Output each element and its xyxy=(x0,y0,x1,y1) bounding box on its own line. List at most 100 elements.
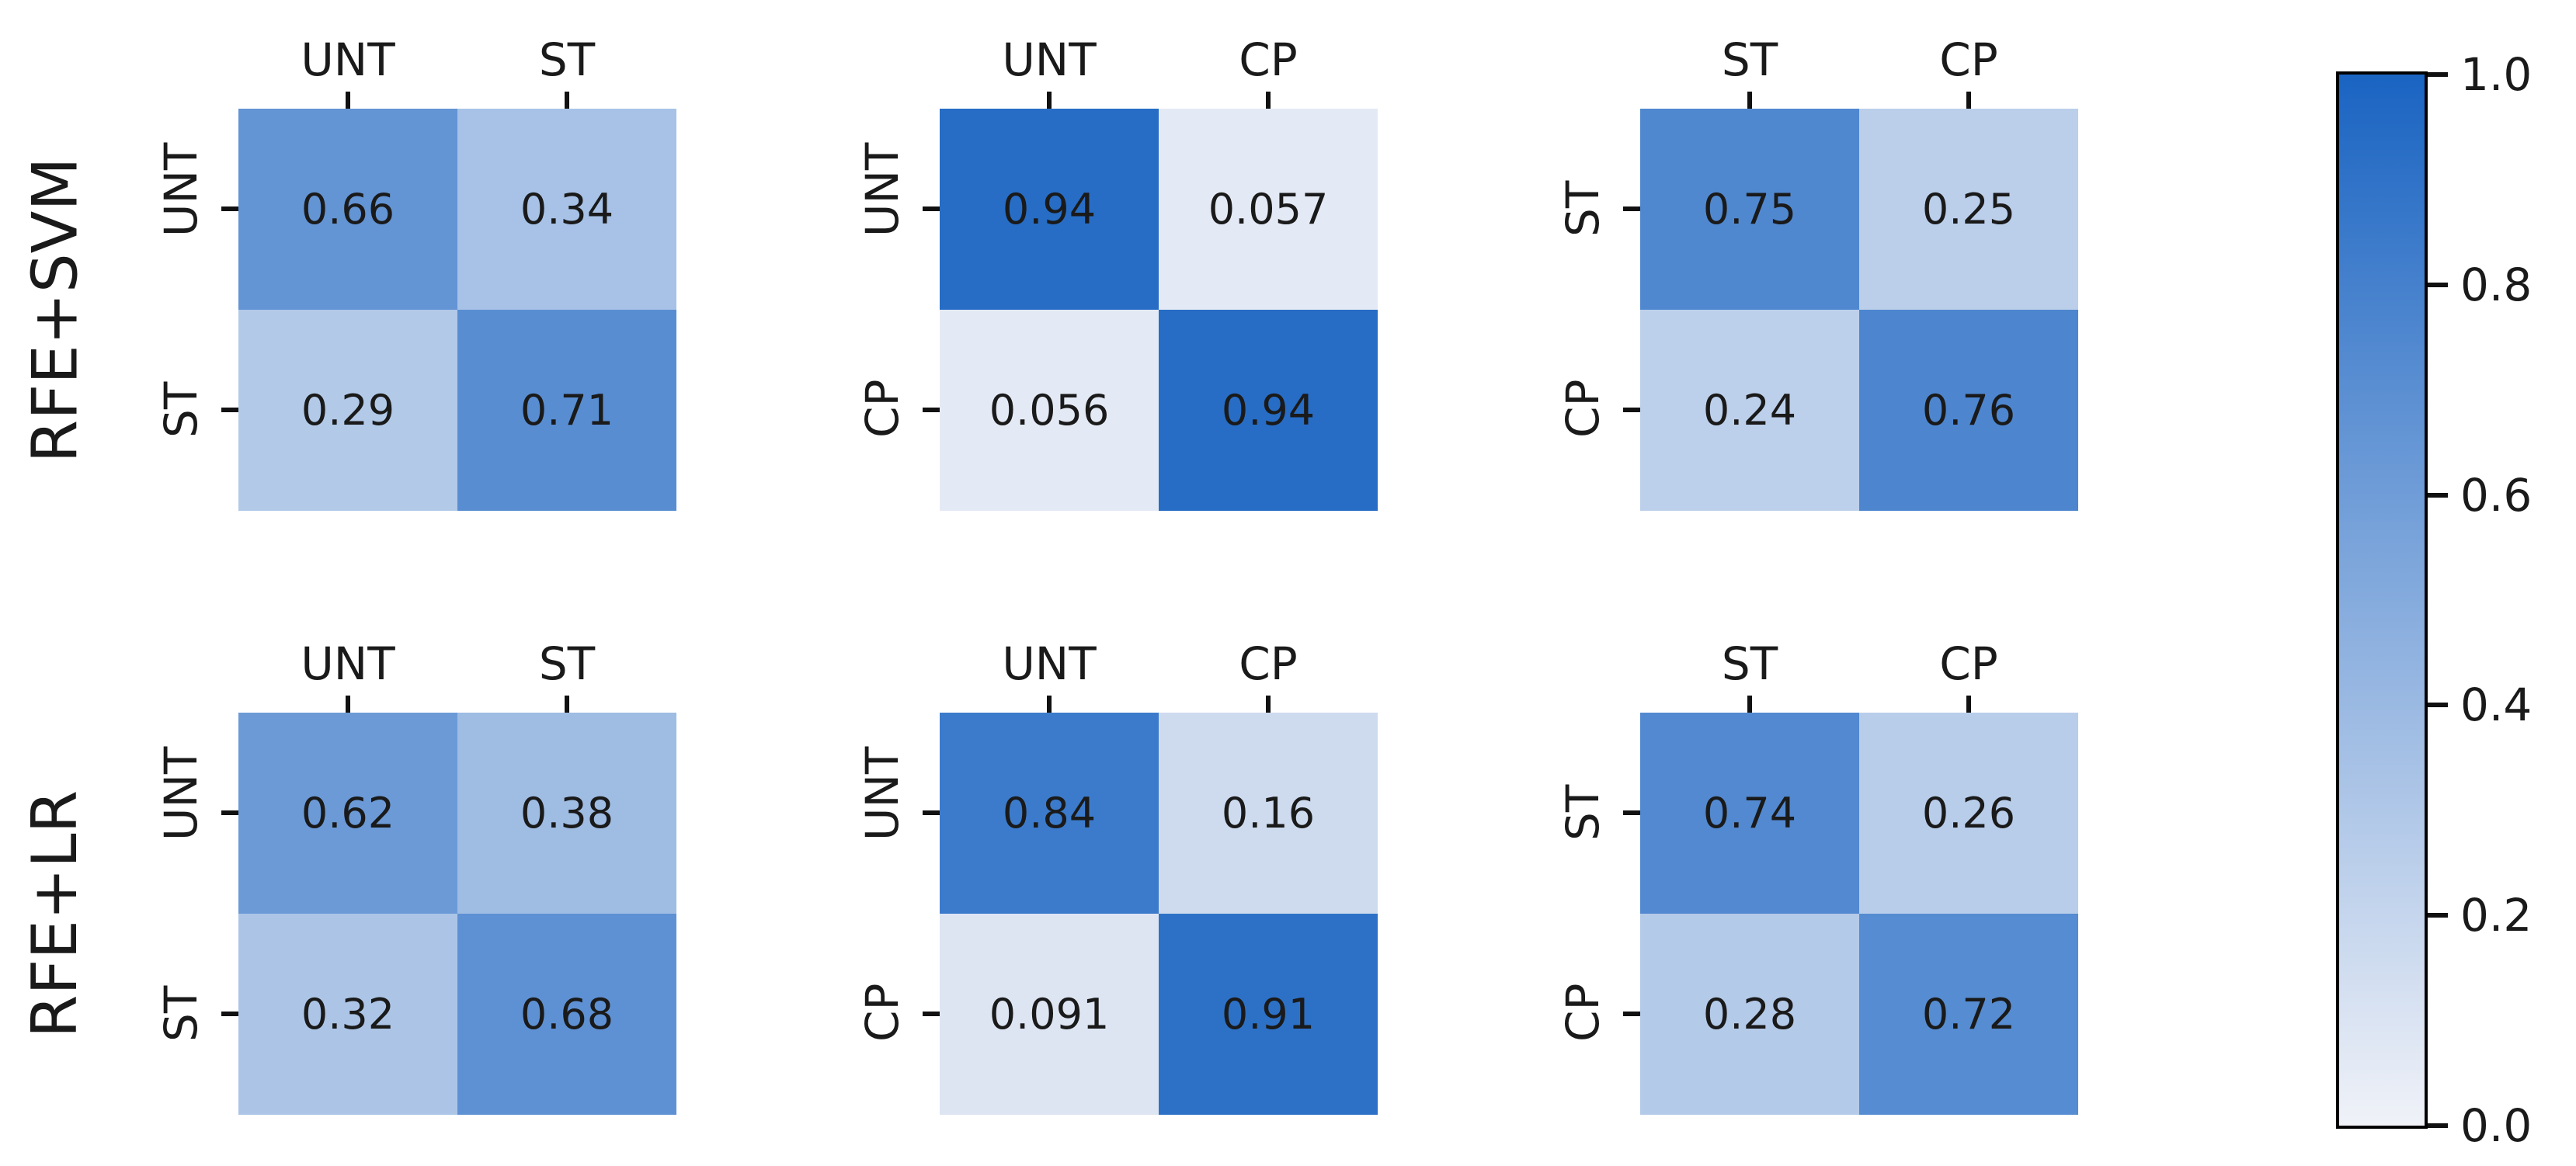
x-tick-label: UNT xyxy=(1002,637,1097,690)
x-tick-mark xyxy=(565,696,569,713)
y-tick-mark xyxy=(923,408,940,412)
heatmap-cell: 0.16 xyxy=(1159,713,1378,914)
x-tick-label: UNT xyxy=(301,637,395,690)
colorbar-tick-mark xyxy=(2428,72,2448,77)
cell-value: 0.71 xyxy=(520,386,614,435)
x-tick-mark xyxy=(346,92,350,109)
y-tick-label: UNT xyxy=(856,746,909,841)
cell-value: 0.84 xyxy=(1002,789,1097,838)
x-tick-label: CP xyxy=(1239,637,1298,690)
y-tick-label: CP xyxy=(1556,379,1609,438)
y-tick-mark xyxy=(1623,206,1640,211)
x-tick-mark xyxy=(1266,92,1271,109)
colorbar-tick-label: 0.0 xyxy=(2460,1099,2533,1152)
row-group-label-text: RFE+LR xyxy=(19,789,92,1038)
y-tick-label: UNT xyxy=(155,746,207,841)
cell-value: 0.75 xyxy=(1702,185,1797,234)
y-tick-label: CP xyxy=(856,379,909,438)
x-tick-label: CP xyxy=(1939,637,1998,690)
heatmap-cell: 0.25 xyxy=(1859,109,2078,310)
heatmap-rfesvm-unt-st: UNT ST UNT ST 0.66 0.34 0.29 0.71 xyxy=(155,37,676,511)
heatmap-cell: 0.72 xyxy=(1859,914,2078,1115)
colorbar-tick-mark xyxy=(2428,492,2448,498)
y-tick-label: CP xyxy=(856,983,909,1042)
heatmap-grid: 0.62 0.38 0.32 0.68 xyxy=(238,713,676,1115)
heatmap-cell: 0.38 xyxy=(457,713,676,914)
y-tick-label: CP xyxy=(1556,983,1609,1042)
cell-value: 0.76 xyxy=(1921,386,2016,435)
cell-value: 0.94 xyxy=(1221,386,1316,435)
cell-value: 0.28 xyxy=(1702,990,1797,1039)
x-tick-mark xyxy=(1747,92,1752,109)
x-tick-mark xyxy=(1966,92,1971,109)
y-tick-mark xyxy=(923,206,940,211)
x-tick-mark xyxy=(1266,696,1271,713)
heatmap-cell: 0.68 xyxy=(457,914,676,1115)
cell-value: 0.34 xyxy=(520,185,614,234)
x-tick-label: CP xyxy=(1939,33,1998,86)
colorbar-tick-label: 1.0 xyxy=(2460,48,2533,101)
y-tick-mark xyxy=(221,408,238,412)
heatmap-cell: 0.75 xyxy=(1640,109,1859,310)
heatmap-cell: 0.26 xyxy=(1859,713,2078,914)
heatmap-cell: 0.057 xyxy=(1159,109,1378,310)
heatmap-cell: 0.76 xyxy=(1859,310,2078,511)
y-tick-mark xyxy=(1623,1012,1640,1016)
colorbar: 1.0 0.8 0.6 0.4 0.2 0.0 xyxy=(2336,52,2532,1148)
colorbar-tick-label: 0.4 xyxy=(2460,678,2533,732)
heatmap-cell: 0.32 xyxy=(238,914,457,1115)
y-tick-label: UNT xyxy=(155,142,207,237)
x-tick-mark xyxy=(346,696,350,713)
heatmap-grid: 0.66 0.34 0.29 0.71 xyxy=(238,109,676,511)
x-tick-mark xyxy=(1047,696,1052,713)
heatmap-cell: 0.056 xyxy=(940,310,1159,511)
colorbar-tick-mark xyxy=(2428,913,2448,918)
y-tick-label: ST xyxy=(1556,180,1609,237)
heatmap-cell: 0.66 xyxy=(238,109,457,310)
cell-value: 0.091 xyxy=(989,990,1110,1039)
heatmap-cell: 0.94 xyxy=(1159,310,1378,511)
y-tick-mark xyxy=(1623,810,1640,815)
cell-value: 0.72 xyxy=(1921,990,2016,1039)
cell-value: 0.32 xyxy=(301,990,395,1039)
y-tick-mark xyxy=(221,810,238,815)
colorbar-tick-label: 0.8 xyxy=(2460,258,2533,311)
x-tick-mark xyxy=(1966,696,1971,713)
cell-value: 0.26 xyxy=(1921,789,2016,838)
cell-value: 0.68 xyxy=(520,990,614,1039)
colorbar-tick-mark xyxy=(2428,282,2448,287)
cell-value: 0.25 xyxy=(1921,185,2016,234)
y-tick-mark xyxy=(221,1012,238,1016)
x-tick-label: ST xyxy=(1721,637,1778,690)
heatmap-cell: 0.84 xyxy=(940,713,1159,914)
cell-value: 0.29 xyxy=(301,386,395,435)
x-tick-label: CP xyxy=(1239,33,1298,86)
heatmap-grid: 0.84 0.16 0.091 0.91 xyxy=(940,713,1378,1115)
heatmap-cell: 0.34 xyxy=(457,109,676,310)
cell-value: 0.16 xyxy=(1221,789,1316,838)
row-group-label-rfe-lr: RFE+LR xyxy=(5,713,106,1115)
y-tick-label: UNT xyxy=(856,142,909,237)
cell-value: 0.057 xyxy=(1208,185,1329,234)
heatmap-rfesvm-st-cp: ST CP ST CP 0.75 0.25 0.24 0.76 xyxy=(1556,37,2078,511)
colorbar-tick-mark xyxy=(2428,703,2448,708)
cell-value: 0.62 xyxy=(301,789,395,838)
colorbar-tick-label: 0.2 xyxy=(2460,889,2533,942)
colorbar-tick-label: 0.6 xyxy=(2460,468,2533,522)
colorbar-tick-mark xyxy=(2428,1123,2448,1128)
x-tick-label: ST xyxy=(538,33,596,86)
y-tick-mark xyxy=(923,810,940,815)
row-group-label-rfe-svm: RFE+SVM xyxy=(5,109,106,511)
heatmap-cell: 0.71 xyxy=(457,310,676,511)
x-tick-mark xyxy=(565,92,569,109)
heatmap-cell: 0.62 xyxy=(238,713,457,914)
row-group-label-text: RFE+SVM xyxy=(19,157,92,463)
heatmap-grid: 0.94 0.057 0.056 0.94 xyxy=(940,109,1378,511)
y-tick-label: ST xyxy=(155,381,207,438)
x-tick-label: ST xyxy=(1721,33,1778,86)
heatmap-cell: 0.29 xyxy=(238,310,457,511)
cell-value: 0.66 xyxy=(301,185,395,234)
x-tick-mark xyxy=(1747,696,1752,713)
heatmap-rfelr-unt-st: UNT ST UNT ST 0.62 0.38 0.32 0.68 xyxy=(155,641,676,1115)
